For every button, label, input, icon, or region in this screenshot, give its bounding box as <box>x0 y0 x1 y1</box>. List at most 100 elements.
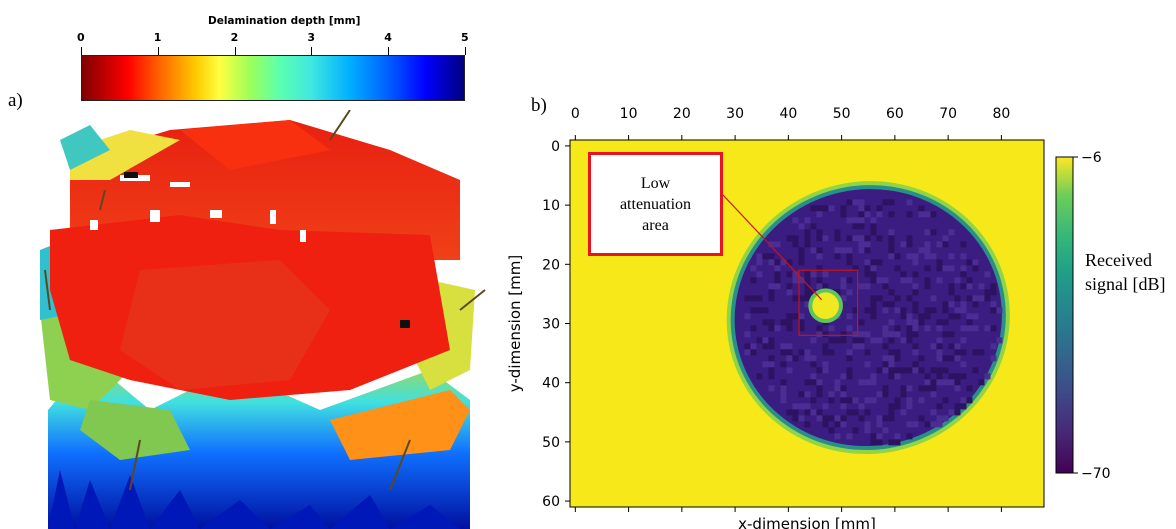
blob-speckle <box>960 271 967 278</box>
blob-speckle <box>840 391 847 398</box>
blob-speckle <box>888 289 895 296</box>
blob-speckle <box>852 343 859 350</box>
blob-speckle <box>900 409 907 416</box>
blob-speckle <box>936 241 943 248</box>
blob-speckle <box>816 385 823 392</box>
blob-speckle <box>768 295 775 302</box>
blob-speckle <box>750 265 757 272</box>
blob-speckle <box>882 361 889 368</box>
blob-speckle <box>864 307 871 314</box>
blob-speckle <box>948 373 955 380</box>
blob-speckle <box>852 307 859 314</box>
blob-speckle <box>798 391 805 398</box>
blob-speckle <box>966 319 973 326</box>
blob-speckle <box>786 409 793 416</box>
blob-speckle <box>840 373 847 380</box>
blob-speckle <box>942 331 949 338</box>
blob-speckle <box>870 265 877 272</box>
blob-speckle <box>912 367 919 374</box>
blob-speckle <box>798 319 805 326</box>
blob-speckle <box>918 247 925 254</box>
blob-speckle <box>972 259 979 266</box>
blob-speckle <box>870 277 877 284</box>
blob-speckle <box>942 241 949 248</box>
blob-speckle <box>888 229 895 236</box>
blob-speckle <box>882 385 889 392</box>
blob-speckle <box>870 301 877 308</box>
blob-speckle <box>906 385 913 392</box>
annotation-target-box <box>798 269 859 336</box>
blob-speckle <box>882 391 889 398</box>
blob-speckle <box>846 349 853 356</box>
blob-speckle <box>912 361 919 368</box>
blob-speckle <box>990 307 997 314</box>
blob-speckle <box>780 379 787 386</box>
blob-speckle <box>918 211 925 218</box>
blob-speckle <box>804 379 811 386</box>
blob-speckle <box>804 277 811 284</box>
depth-tick-label: 4 <box>384 31 392 44</box>
blob-speckle <box>822 349 829 356</box>
blob-speckle <box>786 343 793 350</box>
x-tick-label: 60 <box>886 106 904 122</box>
surface-spikes <box>44 110 486 491</box>
depth-tick-mark <box>311 47 313 55</box>
blob-speckle <box>894 307 901 314</box>
blob-speckle <box>876 205 883 212</box>
blob-speckle <box>942 397 949 404</box>
blob-speckle <box>972 349 979 356</box>
blob-speckle <box>768 355 775 362</box>
blob-speckle <box>798 253 805 260</box>
blob-speckle <box>840 337 847 344</box>
blob-speckle <box>762 361 769 368</box>
blob-speckle <box>786 319 793 326</box>
blob-speckle <box>804 403 811 410</box>
blob-speckle <box>960 337 967 344</box>
blob-speckle <box>840 397 847 404</box>
blob-speckle <box>936 259 943 266</box>
blob-speckle <box>870 217 877 224</box>
blob-speckle <box>918 355 925 362</box>
blob-speckle <box>780 349 787 356</box>
blob-speckle <box>804 217 811 224</box>
surface-top-region <box>50 120 460 400</box>
blob-speckle <box>840 331 847 338</box>
depth-tick-mark <box>157 47 159 55</box>
blob-speckle <box>870 259 877 266</box>
blob-speckle <box>816 409 823 416</box>
blob-speckle <box>822 235 829 242</box>
blob-speckle <box>960 265 967 272</box>
blob-speckle <box>918 397 925 404</box>
blob-speckle <box>774 241 781 248</box>
blob-speckle <box>846 373 853 380</box>
blob-speckle <box>870 433 877 440</box>
blob-speckle <box>930 379 937 386</box>
blob-speckle <box>936 421 943 428</box>
blob-speckle <box>786 325 793 332</box>
blob-speckle <box>906 235 913 242</box>
blob-speckle <box>780 343 787 350</box>
blob-speckle <box>912 319 919 326</box>
blob-speckle <box>870 313 877 320</box>
blob-speckle <box>828 349 835 356</box>
signal-colorbar: −6 −70 <box>1055 150 1111 482</box>
blob-speckle <box>906 337 913 344</box>
blob-speckle <box>960 307 967 314</box>
blob-speckle <box>768 337 775 344</box>
blob-speckle <box>954 403 961 410</box>
blob-speckle <box>948 283 955 290</box>
blob-speckle <box>816 229 823 236</box>
depth-tick-label: 3 <box>307 31 316 44</box>
blob-speckle <box>828 205 835 212</box>
blob-speckle <box>870 373 877 380</box>
blob-speckle <box>912 343 919 350</box>
x-axis-label: x-dimension [mm] <box>738 515 876 529</box>
blob-speckle <box>834 229 841 236</box>
blob-speckle <box>798 349 805 356</box>
blob-speckle <box>744 295 751 302</box>
blob-speckle <box>936 373 943 380</box>
depth-tick-label: 1 <box>153 31 162 44</box>
blob-speckle <box>858 217 865 224</box>
blob-speckle <box>786 283 793 290</box>
blob-speckle <box>816 205 823 212</box>
